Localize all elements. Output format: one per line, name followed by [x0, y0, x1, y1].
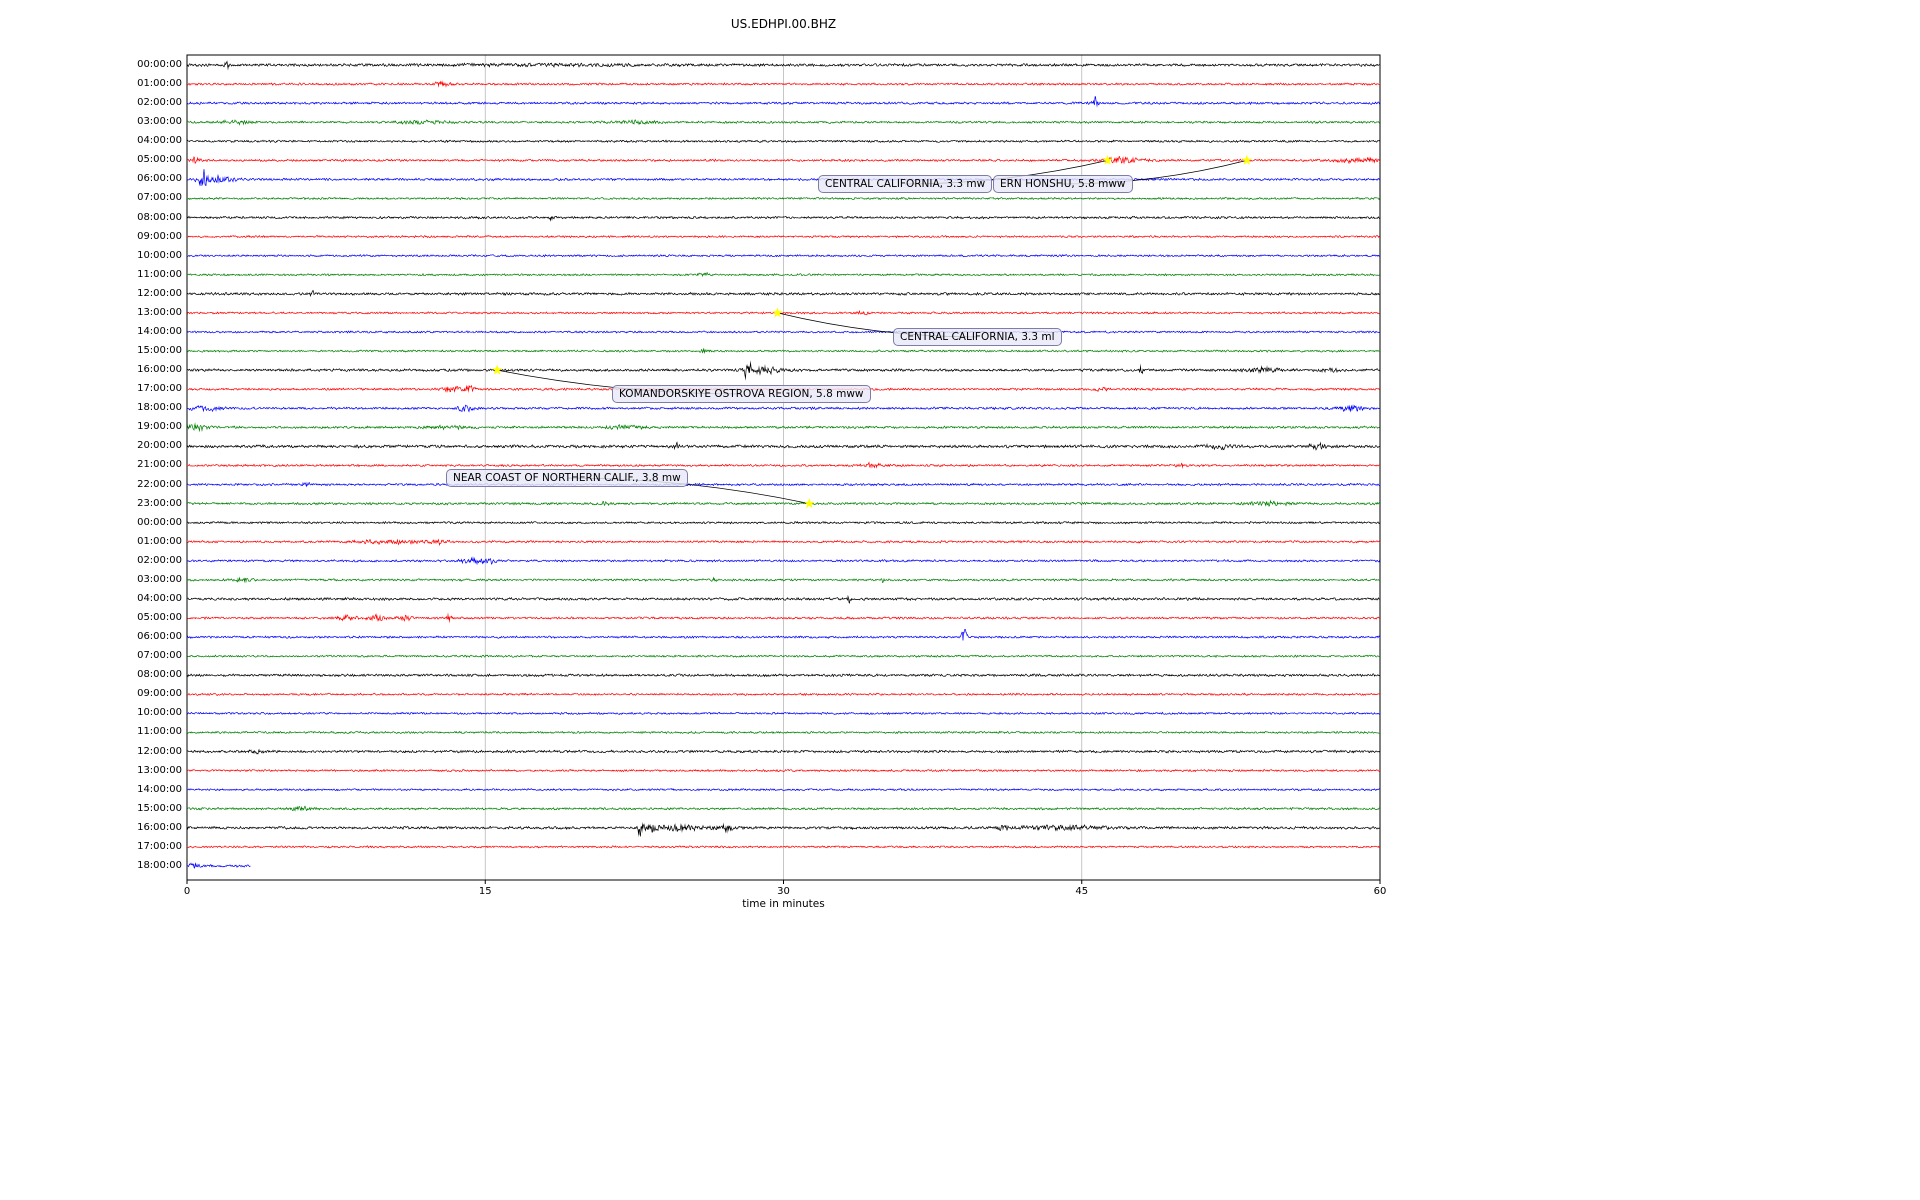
event-label: KOMANDORSKIYE OSTROVA REGION, 5.8 mww — [612, 385, 871, 403]
trace-time-label: 10:00:00 — [137, 707, 182, 719]
trace-time-label: 12:00:00 — [137, 287, 182, 299]
event-label: NEAR COAST OF NORTHERN CALIF., 3.8 mw — [446, 469, 688, 487]
trace-time-label: 03:00:00 — [137, 573, 182, 585]
x-tick-label: 45 — [1075, 886, 1089, 897]
chart-title: US.EDHPI.00.BHZ — [730, 17, 837, 31]
trace-time-label: 13:00:00 — [137, 764, 182, 776]
trace-time-label: 17:00:00 — [137, 383, 182, 395]
trace-time-label: 00:00:00 — [137, 516, 182, 528]
trace-time-label: 13:00:00 — [137, 306, 182, 318]
trace-time-label: 01:00:00 — [137, 535, 182, 547]
trace-time-label: 02:00:00 — [137, 97, 182, 109]
trace-time-label: 15:00:00 — [137, 345, 182, 357]
trace-time-label: 17:00:00 — [137, 840, 182, 852]
trace-time-label: 12:00:00 — [137, 745, 182, 757]
trace-time-label: 18:00:00 — [137, 402, 182, 414]
trace-time-label: 19:00:00 — [137, 421, 182, 433]
trace-time-label: 14:00:00 — [137, 783, 182, 795]
x-tick-label: 0 — [183, 886, 191, 897]
trace-time-label: 04:00:00 — [137, 135, 182, 147]
trace-time-label: 07:00:00 — [137, 650, 182, 662]
trace-time-label: 20:00:00 — [137, 440, 182, 452]
trace-time-label: 18:00:00 — [137, 859, 182, 871]
x-tick-label: 30 — [777, 886, 790, 897]
trace-time-label: 02:00:00 — [137, 554, 182, 566]
trace-time-label: 05:00:00 — [137, 612, 182, 624]
trace-time-label: 10:00:00 — [137, 249, 182, 261]
trace-time-label: 08:00:00 — [137, 211, 182, 223]
trace-time-label: 00:00:00 — [137, 59, 182, 70]
x-tick-label: 15 — [478, 886, 492, 897]
trace-time-label: 07:00:00 — [137, 192, 182, 204]
trace-time-label: 22:00:00 — [137, 478, 182, 490]
trace-time-label: 09:00:00 — [137, 688, 182, 700]
trace-time-label: 01:00:00 — [137, 78, 182, 90]
trace-time-label: 04:00:00 — [137, 592, 182, 604]
trace-time-label: 11:00:00 — [137, 268, 182, 280]
trace-time-label: 15:00:00 — [137, 802, 182, 814]
trace-time-label: 05:00:00 — [137, 154, 182, 166]
event-label: ERN HONSHU, 5.8 mww — [993, 175, 1133, 193]
trace-time-label: 14:00:00 — [137, 325, 182, 337]
trace-time-label: 03:00:00 — [137, 116, 182, 128]
seismogram-canvas — [0, 0, 1460, 950]
x-tick-label: 60 — [1373, 886, 1387, 897]
trace-time-label: 21:00:00 — [137, 459, 182, 471]
trace-time-label: 23:00:00 — [137, 497, 182, 509]
event-label: CENTRAL CALIFORNIA, 3.3 mw — [818, 175, 993, 193]
trace-time-label: 16:00:00 — [137, 364, 182, 376]
trace-time-label: 06:00:00 — [137, 173, 182, 185]
trace-time-label: 16:00:00 — [137, 821, 182, 833]
trace-time-label: 09:00:00 — [137, 230, 182, 242]
trace-time-label: 06:00:00 — [137, 631, 182, 643]
trace-time-label: 11:00:00 — [137, 726, 182, 738]
x-axis-title: time in minutes — [742, 898, 825, 910]
event-label: CENTRAL CALIFORNIA, 3.3 ml — [893, 328, 1062, 346]
trace-time-label: 08:00:00 — [137, 669, 182, 681]
